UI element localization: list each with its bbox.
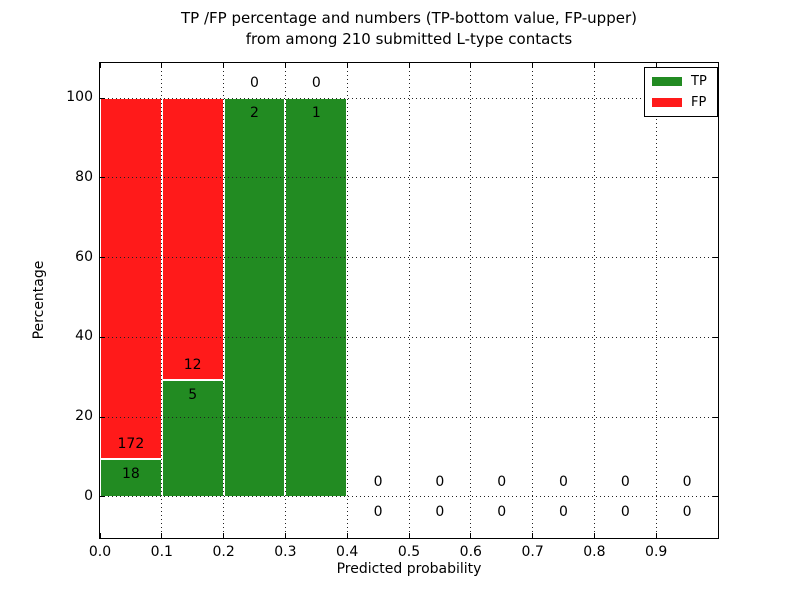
y-tick-left <box>100 177 105 179</box>
tp-bar-segment <box>223 98 286 497</box>
x-tick-top <box>161 63 163 68</box>
fp-count-label: 12 <box>183 356 202 373</box>
x-gridline <box>532 63 534 538</box>
chart-title: TP /FP percentage and numbers (TP-bottom… <box>9 8 800 50</box>
y-tick-left <box>100 336 105 338</box>
x-tick-top <box>346 63 348 68</box>
y-tick-left <box>100 257 105 259</box>
y-tick-right <box>713 336 718 338</box>
fp-count-label: 0 <box>250 75 259 92</box>
y-axis-label: Percentage <box>31 260 47 340</box>
fp-count-label: 172 <box>117 436 145 453</box>
chart-title-line2: from among 210 submitted L-type contacts <box>245 30 573 48</box>
chart-title-line1: TP /FP percentage and numbers (TP-bottom… <box>181 9 637 27</box>
x-tick-top <box>99 63 101 68</box>
x-tick-bottom <box>532 533 534 538</box>
y-tick-label: 0 <box>84 487 93 504</box>
x-tick-top <box>532 63 534 68</box>
x-tick-label: 0.6 <box>459 544 482 560</box>
x-tick-bottom <box>346 533 348 538</box>
x-tick-bottom <box>655 533 657 538</box>
legend-swatch-tp-icon <box>652 77 682 86</box>
tp-count-label: 5 <box>188 386 198 403</box>
fp-count-label: 0 <box>559 473 568 490</box>
tp-count-label: 0 <box>497 503 507 520</box>
y-tick-right <box>713 416 718 418</box>
tp-count-label: 1 <box>311 105 321 122</box>
x-tick-label: 0.9 <box>645 544 668 560</box>
x-tick-label: 0.5 <box>397 544 421 560</box>
x-tick-bottom <box>161 533 163 538</box>
y-tick-right <box>713 177 718 179</box>
x-tick-label: 0.0 <box>88 544 112 560</box>
y-tick-right <box>713 257 718 259</box>
legend: TP FP <box>644 67 718 117</box>
y-tick-label: 80 <box>75 168 93 185</box>
x-gridline <box>470 63 472 538</box>
x-gridline <box>284 63 286 538</box>
y-tick-label: 100 <box>66 89 93 106</box>
x-gridline <box>655 63 657 538</box>
x-tick-label: 0.8 <box>583 544 606 560</box>
plot-area: TP FP 172 18 12 5 0 2 0 1 0 0 0 0 0 0 0 0 0 0 0 0 <box>99 62 719 539</box>
tp-count-label: 0 <box>620 503 630 520</box>
x-tick-bottom <box>284 533 286 538</box>
y-tick-label: 60 <box>75 248 93 265</box>
tp-count-label: 0 <box>373 503 383 520</box>
fp-count-label: 0 <box>373 473 383 490</box>
x-gridline <box>161 63 163 538</box>
y-tick-right <box>713 496 718 498</box>
y-tick-left <box>100 496 105 498</box>
x-tick-bottom <box>408 533 410 538</box>
tp-bar-segment <box>100 459 162 497</box>
x-tick-bottom <box>99 533 101 538</box>
legend-label-tp: TP <box>691 74 707 89</box>
x-tick-top <box>408 63 410 68</box>
x-tick-label: 0.3 <box>274 544 297 560</box>
x-gridline <box>223 63 225 538</box>
x-tick-label: 0.1 <box>150 544 173 560</box>
fp-bar-segment <box>100 98 162 460</box>
fp-count-label: 0 <box>435 473 445 490</box>
x-tick-top <box>593 63 595 68</box>
y-tick-left <box>100 416 105 418</box>
x-tick-label: 0.7 <box>521 544 544 560</box>
x-tick-bottom <box>593 533 595 538</box>
x-tick-bottom <box>223 533 225 538</box>
legend-entry-tp: TP <box>652 75 707 88</box>
x-tick-label: 0.2 <box>212 544 235 560</box>
x-gridline <box>593 63 595 538</box>
tp-bar-segment <box>161 379 224 497</box>
x-tick-top <box>655 63 657 68</box>
tp-count-label: 0 <box>435 503 445 520</box>
legend-entry-fp: FP <box>652 96 707 109</box>
x-gridline <box>408 63 410 538</box>
tp-count-label: 0 <box>559 503 568 520</box>
x-tick-top <box>223 63 225 68</box>
tp-count-label: 2 <box>250 105 259 122</box>
x-gridline <box>346 63 348 538</box>
fp-count-label: 0 <box>620 473 630 490</box>
legend-swatch-fp-icon <box>652 98 682 107</box>
y-tick-label: 20 <box>75 408 93 425</box>
y-tick-left <box>100 97 105 99</box>
tp-count-label: 0 <box>682 503 692 520</box>
x-tick-top <box>470 63 472 68</box>
x-axis-label: Predicted probability <box>336 561 482 577</box>
x-tick-bottom <box>470 533 472 538</box>
fp-count-label: 0 <box>497 473 507 490</box>
tp-count-label: 18 <box>121 466 140 483</box>
x-tick-label: 0.4 <box>336 544 359 560</box>
fp-count-label: 0 <box>682 473 692 490</box>
y-tick-label: 40 <box>75 328 93 345</box>
x-tick-top <box>284 63 286 68</box>
legend-label-fp: FP <box>691 95 707 110</box>
tp-bar-segment <box>285 98 348 497</box>
fp-count-label: 0 <box>311 75 321 92</box>
